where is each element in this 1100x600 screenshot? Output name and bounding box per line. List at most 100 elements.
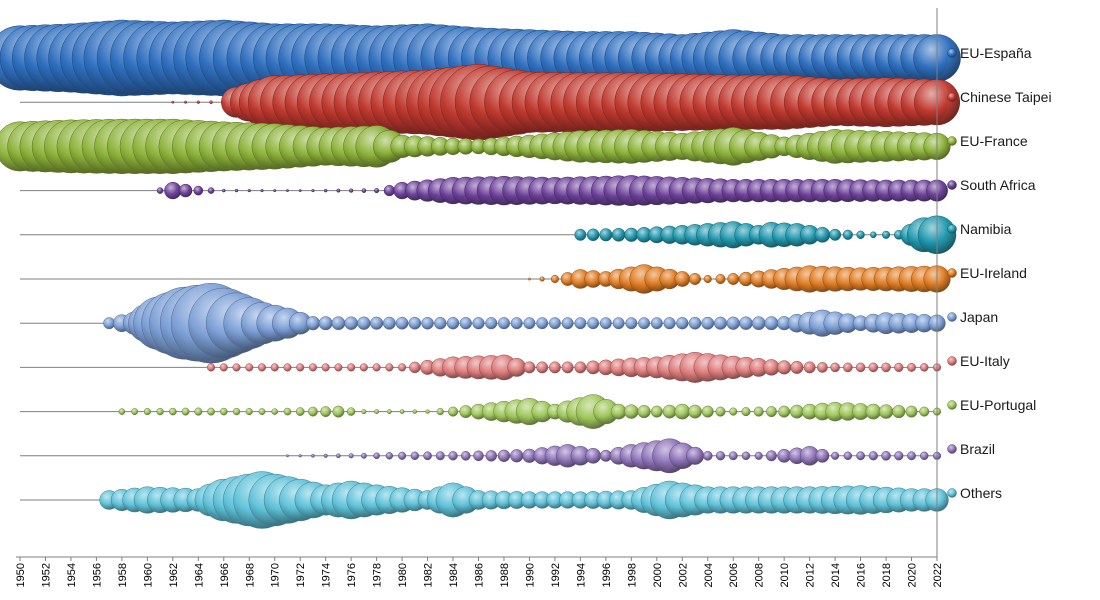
bubble-6-1993 <box>561 317 574 330</box>
bubble-8-1963 <box>181 407 190 416</box>
bubble-7-1995 <box>586 360 601 375</box>
bubble-9-2004 <box>702 450 713 461</box>
bubble-7-2011 <box>790 360 804 374</box>
bubble-4-2017 <box>870 231 877 239</box>
bubble-6-1973 <box>305 316 321 331</box>
bubble-3-1971 <box>286 189 289 193</box>
axes: 1950 1952 1954 1956 1958 1960 1962 1964 1966 1968… <box>15 8 944 587</box>
bubble-3-1976 <box>348 188 354 193</box>
bubble-8-2004 <box>701 405 714 418</box>
bubble-6-2006 <box>726 316 740 330</box>
bubble-9-2015 <box>843 451 853 461</box>
legend-swatch-2 <box>947 136 957 146</box>
bubble-7-1990 <box>523 361 536 374</box>
bubble-7-1981 <box>409 361 421 374</box>
bubble-6-2007 <box>739 316 753 330</box>
x-tick-label-2010: 2010 <box>779 563 791 587</box>
bubble-8-1958 <box>118 408 126 415</box>
bubble-7-2013 <box>816 362 828 373</box>
bubble-9-1989 <box>510 449 524 463</box>
bubble-3-1963 <box>178 183 193 198</box>
bubble-3-1974 <box>323 188 328 193</box>
bubble-9-2020 <box>907 451 916 461</box>
legend-label-1: Chinese Taipei <box>960 89 1052 105</box>
legend-label-3: South Africa <box>960 177 1036 193</box>
bubble-6-1981 <box>408 316 422 330</box>
bubble-3-1966 <box>222 188 226 193</box>
bubble-8-2000 <box>650 405 663 418</box>
bubble-9-1987 <box>485 450 497 462</box>
series-10 <box>99 471 949 529</box>
x-tick-label-2008: 2008 <box>754 563 766 587</box>
bubble-5-2003 <box>689 273 701 285</box>
bubble-7-2015 <box>843 362 853 373</box>
bubble-6-1974 <box>318 316 333 331</box>
bubble-5-1990 <box>527 277 531 281</box>
bubble-5-1992 <box>550 274 559 284</box>
bubble-5-1991 <box>539 276 545 282</box>
bubble-4-2014 <box>829 228 842 241</box>
bubble-9-2018 <box>881 450 891 461</box>
bubble-1-1965 <box>209 100 213 104</box>
bubble-9-1988 <box>497 449 511 462</box>
bubble-6-1987 <box>485 317 498 330</box>
series-7 <box>206 351 942 383</box>
bubble-6-1994 <box>574 317 587 330</box>
x-tick-label-2014: 2014 <box>830 563 842 587</box>
bubble-3-1978 <box>374 188 380 194</box>
series-8 <box>118 394 942 429</box>
bubble-9-2009 <box>765 450 777 462</box>
legend-swatch-0 <box>947 48 957 58</box>
bubble-8-2007 <box>741 407 751 417</box>
bubble-9-2005 <box>715 451 726 461</box>
legend-label-10: Others <box>960 485 1002 501</box>
bubble-7-1972 <box>296 363 305 372</box>
bubble-6-2005 <box>713 316 728 330</box>
bubble-9-1995 <box>585 447 601 464</box>
bubble-8-1959 <box>131 408 139 416</box>
bubble-7-2020 <box>907 362 916 372</box>
bubble-8-1998 <box>624 404 639 419</box>
bubble-7-1977 <box>359 363 368 372</box>
bubble-9-1974 <box>323 453 328 458</box>
legend-swatch-5 <box>947 268 957 278</box>
bubble-1-1964 <box>196 100 200 104</box>
bubble-7-1966 <box>219 363 228 372</box>
bubble-6-1997 <box>612 317 625 330</box>
legend-label-9: Brazil <box>960 441 995 457</box>
bubble-6-2000 <box>650 317 663 330</box>
bubble-3-1977 <box>361 188 367 193</box>
bubble-9-2014 <box>831 451 840 460</box>
bubble-6-2001 <box>663 317 676 330</box>
bubble-7-1968 <box>245 363 254 372</box>
bubble-5-2004 <box>703 274 712 284</box>
series-6 <box>103 283 946 364</box>
x-tick-label-1962: 1962 <box>168 563 180 587</box>
bubble-8-2001 <box>662 404 677 419</box>
bubble-4-1998 <box>624 227 639 242</box>
bubble-4-2013 <box>814 226 831 243</box>
bubble-8-1974 <box>320 406 332 418</box>
x-tick-label-2020: 2020 <box>907 563 919 587</box>
bubble-6-1978 <box>370 316 384 330</box>
bubble-4-2015 <box>842 229 853 240</box>
x-tick-label-2006: 2006 <box>728 563 740 587</box>
bubble-8-1962 <box>169 407 177 416</box>
bubble-9-2007 <box>741 451 751 461</box>
bubble-8-1961 <box>156 407 164 416</box>
bubble-8-1979 <box>386 409 392 414</box>
bubble-8-2018 <box>878 404 894 419</box>
bubble-6-2008 <box>751 316 766 331</box>
series-bubbles <box>0 19 961 529</box>
legend-label-6: Japan <box>960 309 998 325</box>
bubble-7-1970 <box>270 363 279 372</box>
bubble-7-1991 <box>536 361 549 374</box>
legend-label-7: EU-Italy <box>960 353 1010 369</box>
series-9 <box>286 438 942 474</box>
bubble-8-2020 <box>905 405 918 418</box>
x-tick-label-1976: 1976 <box>346 563 358 587</box>
bubble-7-1973 <box>308 363 317 372</box>
bubble-8-1969 <box>258 408 266 416</box>
bubble-3-1967 <box>234 188 239 193</box>
bubble-6-1998 <box>625 317 638 330</box>
